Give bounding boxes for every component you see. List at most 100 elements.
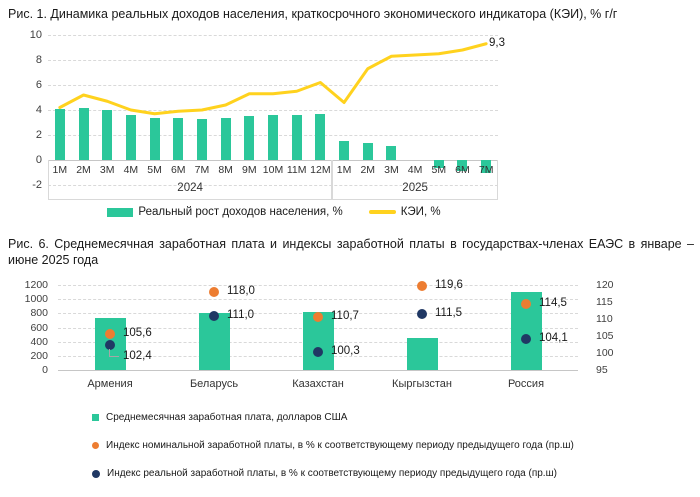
legend-label: Среднемесячная заработная плата, долларо… <box>106 412 348 423</box>
category-label-Казахстан: Казахстан <box>292 378 344 390</box>
legend-item-kei: КЭИ, % <box>368 206 441 218</box>
gridline-y10 <box>48 35 498 36</box>
bar-real-income-growth <box>386 146 397 160</box>
bar-average-wage <box>198 312 230 370</box>
bar-real-income-growth <box>125 115 136 160</box>
figure1-legend: Реальный рост доходов населения, % КЭИ, … <box>48 206 500 218</box>
legend-item-nominal-index: Индекс номинальной заработной платы, в %… <box>92 440 574 451</box>
gridline-1000 <box>58 299 578 301</box>
gridline-y8 <box>48 60 498 61</box>
nominal-wage-index-dot <box>417 281 427 292</box>
nominal-wage-index-dot-label: 114,5 <box>539 296 567 309</box>
real-wage-index-dot <box>521 334 531 345</box>
right-axis-label: 100 <box>596 347 614 359</box>
real-wage-index-dot <box>417 308 427 319</box>
real-wage-index-dot-label: 100,3 <box>331 344 360 357</box>
legend-item-real-income: Реальный рост доходов населения, % <box>107 206 343 218</box>
wage-bar-swatch-icon <box>92 414 99 421</box>
nominal-wage-index-dot <box>521 298 531 309</box>
bar-real-income-growth <box>102 110 113 160</box>
right-axis-label: 110 <box>596 313 613 325</box>
nominal-wage-index-dot-label: 105,6 <box>123 326 152 339</box>
month-label: 12M <box>310 164 331 176</box>
year-group-box-2025 <box>332 160 498 200</box>
bar-real-income-growth <box>220 117 231 160</box>
month-label: 8M <box>218 164 233 176</box>
label-leader-line <box>109 348 119 357</box>
y-axis-label: 4 <box>35 104 42 116</box>
right-axis-label: 120 <box>596 279 614 291</box>
legend-item-avg-wage: Среднемесячная заработная плата, долларо… <box>92 412 574 423</box>
category-label-Россия: Россия <box>507 378 545 390</box>
kei-end-value-label: 9,3 <box>489 37 505 49</box>
nominal-wage-index-dot <box>105 328 115 339</box>
figure2-legend: Среднемесячная заработная плата, долларо… <box>92 412 574 479</box>
bar-average-wage <box>406 337 438 370</box>
month-label: 2M <box>76 164 91 176</box>
bar-real-income-growth <box>481 160 492 173</box>
category-label-Беларусь: Беларусь <box>189 378 239 390</box>
month-label: 1M <box>336 164 352 176</box>
left-axis-label: 600 <box>30 321 48 334</box>
month-label: 6M <box>170 164 186 176</box>
figure1-chart: 10 8 6 4 2 0 -2 2024 2025 1M 2M 3M 4M 5M 6M 7M 8M 9M 10M 11… <box>0 0 700 230</box>
left-axis-label: 1200 <box>24 279 48 291</box>
real-wage-index-dot <box>209 310 219 321</box>
real-wage-index-dot-label: 111,0 <box>227 308 255 321</box>
bar-real-income-growth <box>315 113 326 160</box>
nominal-wage-index-dot-label: 110,7 <box>331 309 359 322</box>
month-label: 5M <box>431 164 447 176</box>
gridline-y4 <box>48 110 498 111</box>
year-label-2025: 2025 <box>402 182 428 194</box>
year-label-2024: 2024 <box>177 182 203 194</box>
gridline-y-2 <box>48 185 498 186</box>
month-label: 5M <box>147 164 162 176</box>
y-axis-label: 0 <box>35 154 42 166</box>
y-axis-label: 6 <box>35 79 42 91</box>
y-axis-label: -2 <box>32 179 42 191</box>
figure2-title: Рис. 6. Среднемесячная заработная плата … <box>8 237 694 267</box>
bar-real-income-growth <box>268 115 278 160</box>
right-axis-label: 105 <box>596 330 614 342</box>
real-wage-index-dot <box>105 339 115 350</box>
y-axis-label: 10 <box>29 29 42 41</box>
left-axis-label: 200 <box>30 349 48 362</box>
bar-real-income-growth <box>78 107 89 160</box>
month-label: 6M <box>455 164 470 176</box>
real-wage-index-dot <box>313 346 323 357</box>
month-label: 11M <box>286 164 307 176</box>
month-label: 4M <box>407 164 423 176</box>
nominal-wage-index-dot <box>209 286 219 297</box>
category-label-Кыргызстан: Кыргызстан <box>392 378 452 390</box>
month-label: 3M <box>384 164 399 176</box>
nominal-wage-index-dot-label: 118,0 <box>227 284 255 297</box>
real-wage-index-dot-label: 111,5 <box>435 306 463 319</box>
real-income-swatch-icon <box>107 207 134 217</box>
bar-real-income-growth <box>244 116 255 160</box>
bar-real-income-growth <box>339 141 350 160</box>
left-axis-label: 800 <box>30 307 48 320</box>
right-axis-label: 95 <box>596 364 608 376</box>
bar-real-income-growth <box>149 117 160 160</box>
year-group-box-2024 <box>48 160 333 200</box>
bar-real-income-growth <box>433 160 444 168</box>
bar-real-income-growth <box>457 160 468 172</box>
real-index-dot-icon <box>92 469 100 478</box>
left-axis-label: 400 <box>30 335 48 348</box>
month-label: 10M <box>262 164 284 176</box>
month-label: 3M <box>99 164 115 176</box>
legend-label: Индекс номинальной заработной платы, в %… <box>106 440 574 451</box>
y-axis-label: 8 <box>35 54 42 66</box>
gridline-y0 <box>48 160 498 161</box>
category-label-Армения: Армения <box>87 378 133 390</box>
gridline-1200 <box>58 285 578 286</box>
month-label: 7M <box>478 164 494 176</box>
month-label: 4M <box>123 164 139 176</box>
month-label: 7M <box>194 164 210 176</box>
nominal-wage-index-dot-label: 119,6 <box>435 279 463 292</box>
month-label: 1M <box>52 164 68 176</box>
bar-real-income-growth <box>291 115 302 160</box>
nominal-index-dot-icon <box>92 442 99 449</box>
legend-label: Реальный рост доходов населения, % <box>138 206 343 218</box>
